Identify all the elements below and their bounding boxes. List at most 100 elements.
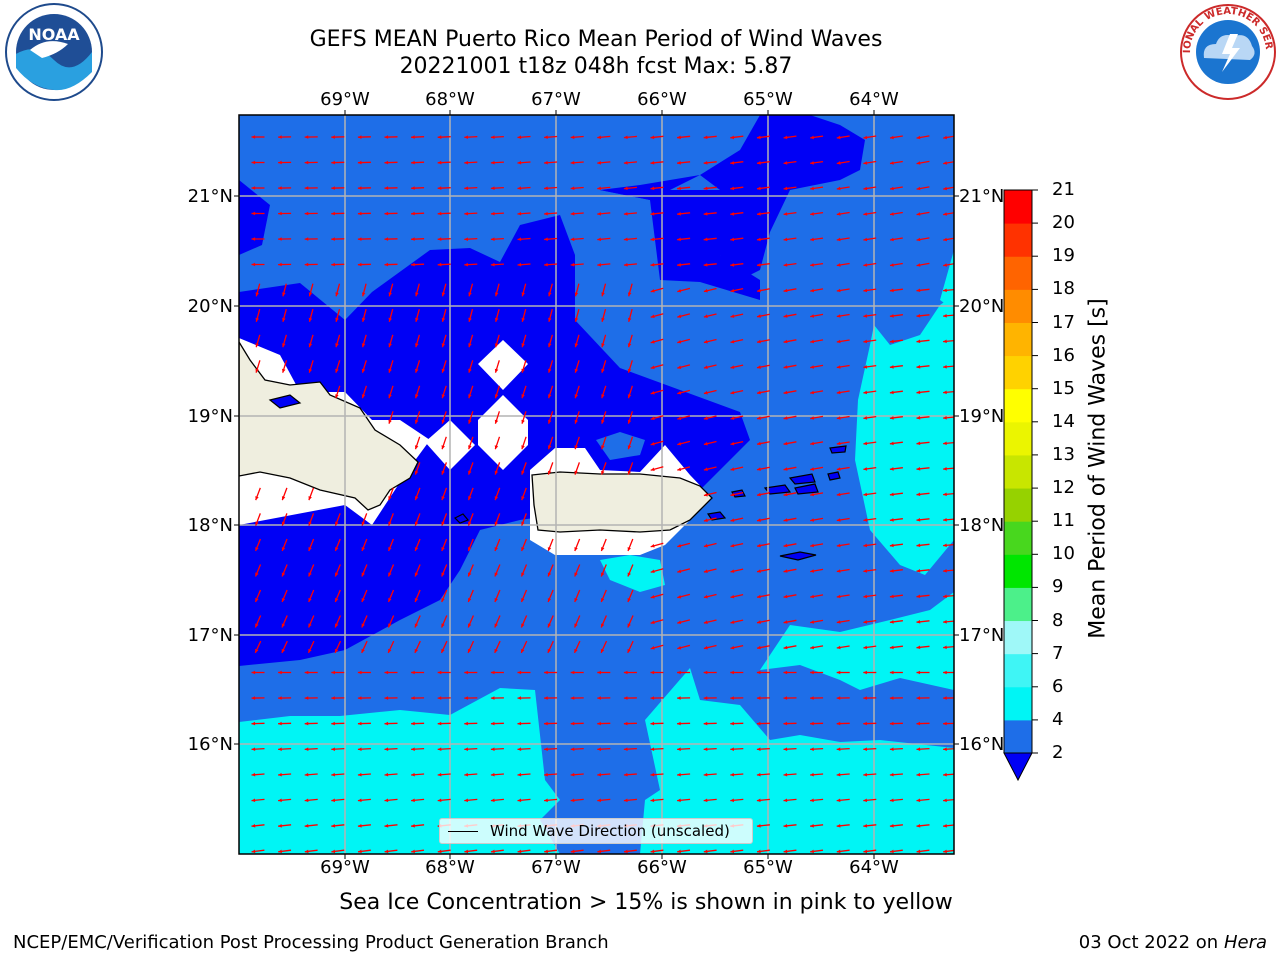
wave-direction-arrowhead — [677, 314, 682, 318]
wave-direction-arrowhead — [943, 849, 947, 854]
wave-direction-arrowhead — [916, 569, 921, 573]
wave-direction-arrowhead — [331, 747, 335, 751]
wave-direction-arrowhead — [650, 747, 655, 751]
wave-direction-arrowhead — [547, 623, 552, 628]
wave-direction-arrowhead — [916, 161, 921, 165]
wave-direction-arrowhead — [517, 160, 522, 165]
wave-direction-arrowhead — [494, 394, 499, 399]
wave-direction-arrowhead — [441, 419, 445, 424]
wave-direction-arrowhead — [943, 798, 947, 803]
wave-direction-arrowhead — [517, 747, 522, 751]
wave-direction-arrowhead — [384, 262, 389, 267]
wave-direction-arrowhead — [627, 419, 632, 424]
wave-direction-arrowhead — [521, 394, 525, 399]
wave-direction-arrowhead — [757, 314, 761, 318]
wave-direction-arrowhead — [304, 186, 309, 190]
wave-direction-arrowhead — [730, 161, 735, 165]
wave-direction-arrowhead — [943, 543, 947, 548]
wave-direction-arrowhead — [916, 594, 921, 599]
wave-direction-arrowhead — [282, 317, 286, 322]
wave-direction-arrowhead — [570, 772, 575, 777]
wave-direction-arrowhead — [650, 416, 655, 420]
wave-direction-arrowhead — [730, 263, 735, 267]
wave-direction-arrowhead — [943, 314, 947, 318]
wave-direction-arrowhead — [757, 518, 761, 522]
lon-top-68w: 68°W — [425, 89, 475, 110]
wave-direction-arrowhead — [414, 445, 419, 450]
wave-direction-arrowhead — [304, 670, 309, 675]
wave-direction-arrowhead — [601, 572, 605, 577]
legend-line-swatch — [448, 831, 478, 832]
lat-right-21n: 21°N — [959, 186, 1005, 207]
wave-direction-arrowhead — [278, 772, 282, 777]
wave-direction-arrowhead — [783, 670, 788, 675]
wave-direction-arrowhead — [703, 288, 708, 293]
wave-direction-arrowhead — [730, 594, 735, 599]
wave-direction-arrowhead — [331, 721, 335, 726]
wave-direction-arrowhead — [415, 317, 419, 322]
wave-direction-arrowhead — [783, 186, 788, 191]
wave-direction-arrowhead — [623, 670, 628, 675]
wave-direction-arrowhead — [863, 849, 868, 854]
wave-direction-arrowhead — [597, 670, 601, 675]
wave-direction-arrowhead — [547, 470, 552, 475]
wave-direction-arrowhead — [415, 394, 419, 399]
wave-direction-arrowhead — [703, 747, 708, 751]
wave-direction-arrowhead — [677, 186, 681, 191]
wave-direction-arrowhead — [304, 747, 309, 751]
wave-direction-arrowhead — [548, 292, 552, 297]
wave-direction-arrowhead — [650, 135, 655, 140]
wave-direction-arrowhead — [494, 368, 499, 373]
wave-direction-arrowhead — [494, 445, 499, 450]
wave-direction-arrowhead — [357, 721, 362, 726]
wave-direction-arrowhead — [388, 648, 392, 653]
wave-direction-arrowhead — [494, 623, 498, 628]
wave-direction-arrowhead — [521, 445, 525, 450]
wave-direction-arrowhead — [623, 747, 628, 751]
wave-direction-arrowhead — [601, 317, 605, 322]
wave-direction-arrowhead — [335, 292, 339, 297]
wave-direction-arrowhead — [384, 237, 389, 241]
wave-direction-arrowhead — [730, 849, 735, 854]
wave-direction-arrowhead — [650, 670, 655, 675]
wave-direction-arrowhead — [756, 721, 761, 726]
wave-direction-arrowhead — [916, 263, 921, 267]
wave-direction-arrowhead — [490, 211, 495, 216]
wave-direction-arrowhead — [943, 620, 947, 624]
wave-direction-arrowhead — [730, 186, 735, 191]
wave-direction-arrowhead — [810, 441, 814, 446]
wave-direction-arrowhead — [943, 263, 947, 267]
wave-direction-arrowhead — [597, 135, 601, 140]
wave-direction-arrowhead — [304, 237, 309, 241]
hispaniola-land — [239, 340, 419, 511]
wave-direction-arrowhead — [836, 339, 841, 344]
wave-direction-arrowhead — [863, 416, 868, 420]
wave-direction-arrowhead — [384, 747, 389, 751]
wave-direction-arrowhead — [574, 445, 578, 450]
wave-direction-arrowhead — [730, 416, 735, 420]
wave-direction-arrowhead — [548, 394, 552, 399]
wave-direction-arrowhead — [836, 645, 841, 650]
wave-direction-arrowhead — [650, 467, 655, 471]
wave-direction-arrowhead — [756, 670, 761, 675]
wave-direction-arrowhead — [414, 572, 419, 577]
wave-direction-arrowhead — [703, 365, 708, 369]
wave-direction-arrowhead — [384, 772, 389, 777]
wave-direction-arrowhead — [943, 645, 947, 650]
wave-direction-arrowhead — [411, 696, 415, 700]
wave-direction-arrowhead — [411, 670, 415, 675]
wave-direction-arrowhead — [757, 339, 761, 344]
wave-direction-arrowhead — [783, 390, 788, 395]
colorbar-tick-label: 15 — [1052, 377, 1075, 399]
wave-direction-arrowhead — [889, 543, 894, 548]
wave-direction-arrowhead — [464, 160, 468, 165]
chart-title: GEFS MEAN Puerto Rico Mean Period of Win… — [309, 27, 883, 52]
wave-direction-arrowhead — [388, 598, 392, 602]
wave-direction-arrowhead — [756, 747, 761, 751]
wave-direction-arrowhead — [890, 135, 894, 140]
wave-direction-arrowhead — [384, 824, 389, 828]
wave-direction-arrowhead — [441, 445, 445, 450]
wave-direction-arrowhead — [916, 441, 921, 446]
wave-direction-arrowhead — [517, 262, 522, 267]
